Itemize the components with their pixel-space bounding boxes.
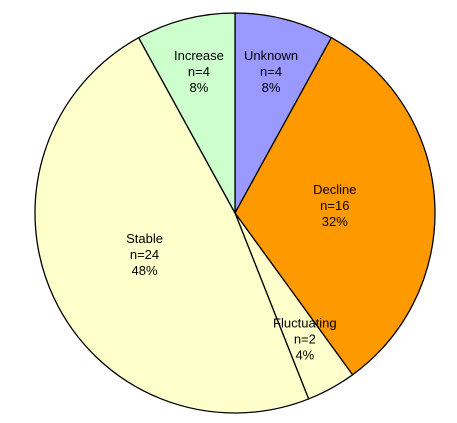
slice-count: n=4 <box>188 64 210 79</box>
slice-count: n=4 <box>260 64 282 79</box>
pie-slice <box>34 36 310 414</box>
pie-slice <box>234 36 436 376</box>
slice-percent: 8% <box>190 80 209 95</box>
pie-slice <box>137 12 236 214</box>
slice-percent: 8% <box>262 80 281 95</box>
slice-percent: 48% <box>132 263 158 278</box>
slice-label: Unknown <box>244 48 298 63</box>
slice-count: n=2 <box>294 332 316 347</box>
pie-slice <box>234 12 333 214</box>
slice-percent: 32% <box>322 214 348 229</box>
slice-count: n=16 <box>320 198 349 213</box>
slice-label: Fluctuating <box>273 316 337 331</box>
slice-label: Increase <box>174 48 224 63</box>
slice-label: Decline <box>313 182 356 197</box>
slice-count: n=24 <box>130 247 159 262</box>
slice-percent: 4% <box>295 348 314 363</box>
slice-label: Stable <box>126 231 163 246</box>
